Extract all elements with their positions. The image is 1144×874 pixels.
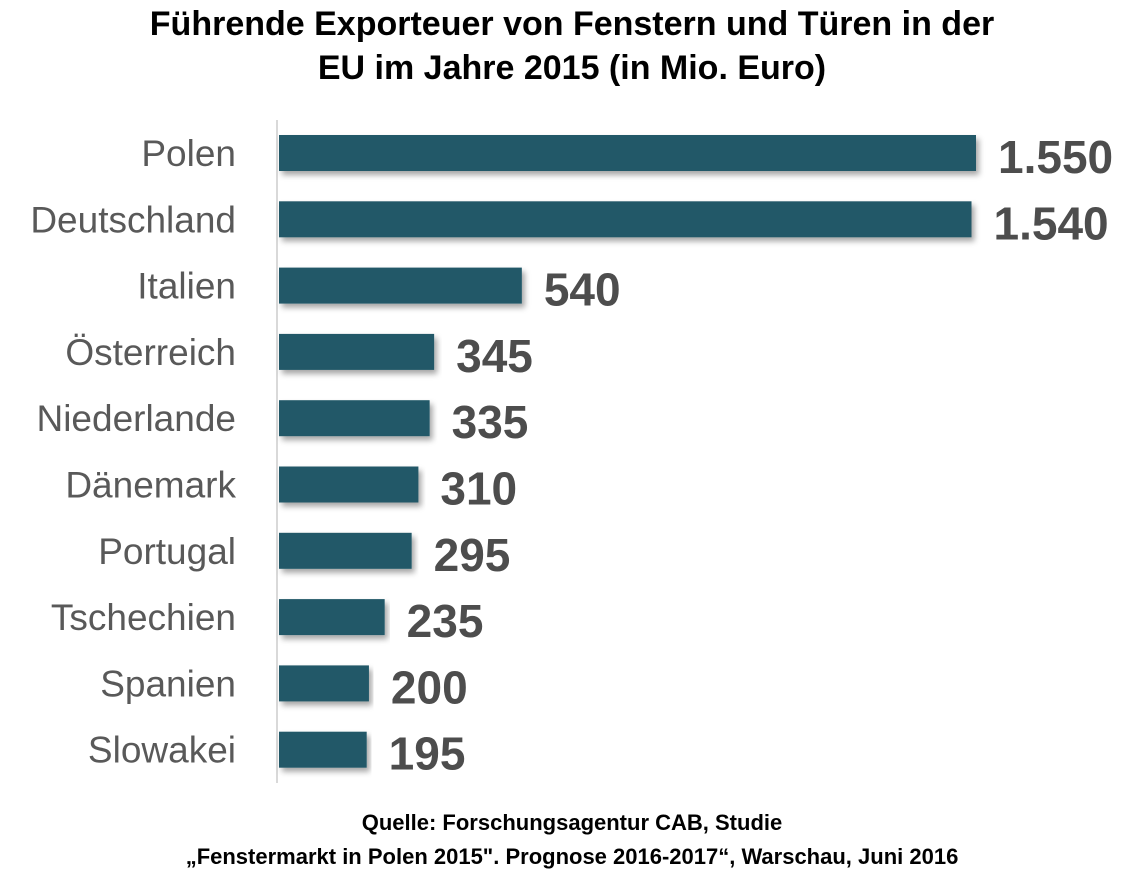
bar-0 bbox=[279, 135, 976, 171]
category-label: Portugal bbox=[98, 531, 236, 572]
bar-4 bbox=[279, 400, 430, 437]
bar-9 bbox=[279, 731, 367, 768]
category-label: Dänemark bbox=[65, 465, 236, 506]
chart-title: Führende Exporteuer von Fenstern und Tür… bbox=[0, 2, 1144, 90]
value-label: 295 bbox=[434, 529, 511, 581]
source-note: Quelle: Forschungsagentur CAB, Studie „F… bbox=[0, 806, 1144, 874]
category-label: Österreich bbox=[65, 332, 236, 373]
source-line-2: „Fenstermarkt in Polen 2015". Prognose 2… bbox=[185, 844, 959, 869]
value-label: 310 bbox=[440, 463, 517, 515]
value-label: 1.550 bbox=[998, 131, 1113, 183]
value-label: 540 bbox=[544, 264, 621, 316]
value-label: 235 bbox=[407, 595, 484, 647]
labels-group: Polen 1.550 Deutschland 1.540 Italien 540 Öste… bbox=[30, 131, 1113, 780]
bar-8 bbox=[279, 665, 369, 702]
chart-title-line-2: EU im Jahre 2015 (in Mio. Euro) bbox=[317, 49, 827, 87]
category-label: Slowakei bbox=[88, 730, 236, 771]
category-label: Spanien bbox=[100, 663, 236, 704]
bar-3 bbox=[279, 333, 435, 370]
value-label: 1.540 bbox=[994, 197, 1109, 249]
category-label: Tschechien bbox=[51, 597, 236, 638]
bar-1 bbox=[279, 201, 972, 238]
bar-chart: Polen 1.550 Deutschland 1.540 Italien 540 Öste… bbox=[30, 120, 1113, 783]
bar-7 bbox=[279, 599, 385, 636]
bars-group bbox=[279, 135, 976, 768]
category-label: Niederlande bbox=[36, 398, 236, 439]
bar-6 bbox=[279, 532, 412, 569]
value-label: 345 bbox=[456, 330, 533, 382]
value-label: 195 bbox=[389, 728, 466, 780]
category-label: Deutschland bbox=[30, 199, 236, 240]
bar-2 bbox=[279, 267, 522, 304]
value-label: 200 bbox=[391, 661, 468, 713]
chart-title-line-1: Führende Exporteuer von Fenstern und Tür… bbox=[149, 5, 995, 43]
source-line-1: Quelle: Forschungsagentur CAB, Studie bbox=[361, 810, 783, 835]
value-label: 335 bbox=[452, 396, 529, 448]
category-label: Italien bbox=[137, 266, 236, 307]
bar-5 bbox=[279, 466, 419, 503]
category-label: Polen bbox=[141, 133, 236, 174]
